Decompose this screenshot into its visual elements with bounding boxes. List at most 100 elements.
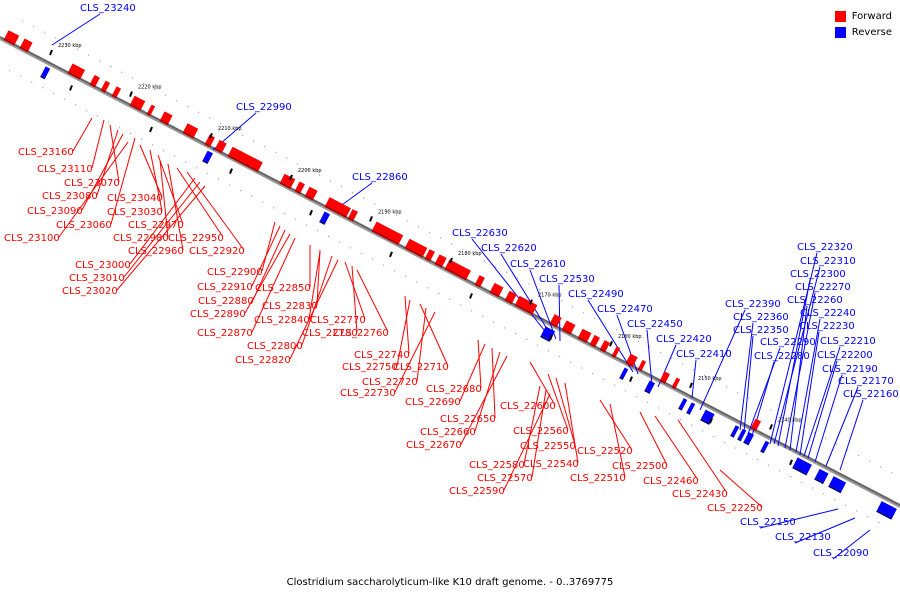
forward-leader-line: [72, 117, 93, 152]
guide-dot: [352, 191, 354, 193]
reverse-gene-label: CLS_22990: [236, 102, 292, 113]
forward-gene-label: CLS_23040: [107, 193, 163, 204]
forward-gene: [599, 340, 610, 353]
guide-dot: [385, 208, 387, 211]
forward-leader-line: [344, 261, 366, 320]
gene-shadow: [319, 220, 326, 225]
guide-dot: [768, 464, 770, 466]
forward-gene-box: [672, 377, 681, 388]
reverse-leader-line: [825, 386, 859, 467]
reverse-leader-line: [784, 292, 816, 449]
guide-dot: [132, 77, 134, 79]
guide-dot: [726, 386, 728, 388]
forward-gene: [146, 104, 156, 117]
forward-gene-label: CLS_23060: [56, 220, 112, 231]
guide-dot: [66, 43, 68, 45]
guide-dot: [42, 87, 44, 89]
guide-dot: [869, 460, 871, 462]
reverse-leader-line: [587, 299, 634, 373]
forward-gene-box: [612, 346, 621, 357]
gene-shadow: [304, 194, 314, 201]
forward-gene: [159, 111, 173, 126]
forward-swatch-icon: [834, 10, 846, 22]
forward-gene: [294, 181, 305, 195]
tick-label: 2220 kbp: [138, 85, 162, 91]
reverse-leader-line: [803, 346, 841, 457]
forward-leader-line: [719, 469, 763, 508]
reverse-leader-line: [699, 309, 746, 411]
gene-shadow: [100, 88, 106, 93]
guide-dot: [198, 111, 200, 113]
reverse-gene: [319, 211, 331, 225]
guide-dot: [834, 498, 836, 501]
gene-shadow: [678, 407, 683, 411]
guide-dot: [506, 271, 508, 274]
gene-shadow: [159, 119, 169, 126]
reverse-gene-label: CLS_22090: [813, 548, 869, 559]
gene-shadow: [737, 437, 742, 442]
reverse-gene-label: CLS_22490: [568, 289, 624, 300]
guide-dot: [22, 20, 24, 22]
guide-dot: [495, 266, 497, 268]
guide-dot: [713, 436, 715, 438]
reverse-leader-line: [500, 253, 553, 338]
reverse-leader-line: [646, 329, 653, 386]
reverse-gene-label: CLS_22130: [775, 532, 831, 543]
forward-gene-label: CLS_22250: [707, 503, 763, 514]
forward-gene-label: CLS_23090: [27, 206, 83, 217]
forward-gene-label: CLS_22730: [340, 388, 396, 399]
reverse-leader-line: [794, 517, 856, 544]
forward-gene-label: CLS_22670: [406, 440, 462, 451]
forward-gene-label: CLS_22660: [420, 427, 476, 438]
guide-dot: [845, 504, 847, 506]
forward-gene-box: [348, 209, 358, 220]
forward-leader-line: [251, 237, 296, 333]
reverse-gene-label: CLS_22470: [597, 304, 653, 315]
forward-gene-label: CLS_22600: [500, 401, 556, 412]
guide-dot: [526, 338, 528, 340]
forward-gene: [214, 139, 227, 154]
forward-gene-label: CLS_22520: [577, 446, 633, 457]
reverse-gene-box: [545, 328, 556, 341]
forward-leader-line: [555, 377, 576, 446]
forward-gene-box: [445, 259, 471, 279]
forward-gene-box: [305, 186, 318, 199]
forward-gene-box: [183, 123, 199, 137]
forward-gene-label: CLS_22540: [523, 459, 579, 470]
tick-label: 2180 kbp: [458, 251, 482, 257]
legend-item-forward: Forward: [834, 8, 892, 24]
forward-leader-line: [261, 221, 276, 272]
reverse-gene-label: CLS_22530: [539, 274, 595, 285]
forward-gene-label: CLS_23020: [62, 286, 118, 297]
forward-leader-line: [109, 124, 120, 183]
gene-shadow: [204, 142, 211, 148]
gene-shadow: [828, 485, 842, 494]
guide-dot: [878, 521, 880, 523]
forward-leader-line: [308, 251, 321, 320]
tick-mark: [289, 174, 293, 181]
forward-gene-box: [435, 254, 447, 267]
forward-gene: [100, 80, 111, 93]
tick-mark: [529, 299, 533, 306]
guide-dot: [143, 83, 145, 85]
reverse-leader-line: [832, 529, 871, 560]
forward-leader-line: [58, 141, 129, 238]
guide-dot: [218, 178, 220, 180]
reverse-gene: [678, 398, 688, 411]
guide-dot: [306, 224, 308, 226]
guide-dot: [572, 306, 574, 308]
forward-gene-label: CLS_23000: [75, 260, 131, 271]
gene-shadow: [3, 38, 16, 46]
forward-leader-line: [394, 311, 436, 393]
reverse-gene-label: CLS_22170: [838, 376, 894, 387]
forward-gene-box: [205, 134, 215, 146]
guide-dot: [493, 321, 495, 323]
forward-gene-box: [626, 353, 638, 366]
forward-gene-box: [638, 359, 647, 370]
forward-gene-box: [550, 314, 562, 326]
reverse-gene-label: CLS_22150: [740, 517, 796, 528]
forward-leader-line: [477, 339, 482, 389]
forward-leader-line: [91, 119, 105, 169]
guide-dot: [75, 104, 77, 106]
